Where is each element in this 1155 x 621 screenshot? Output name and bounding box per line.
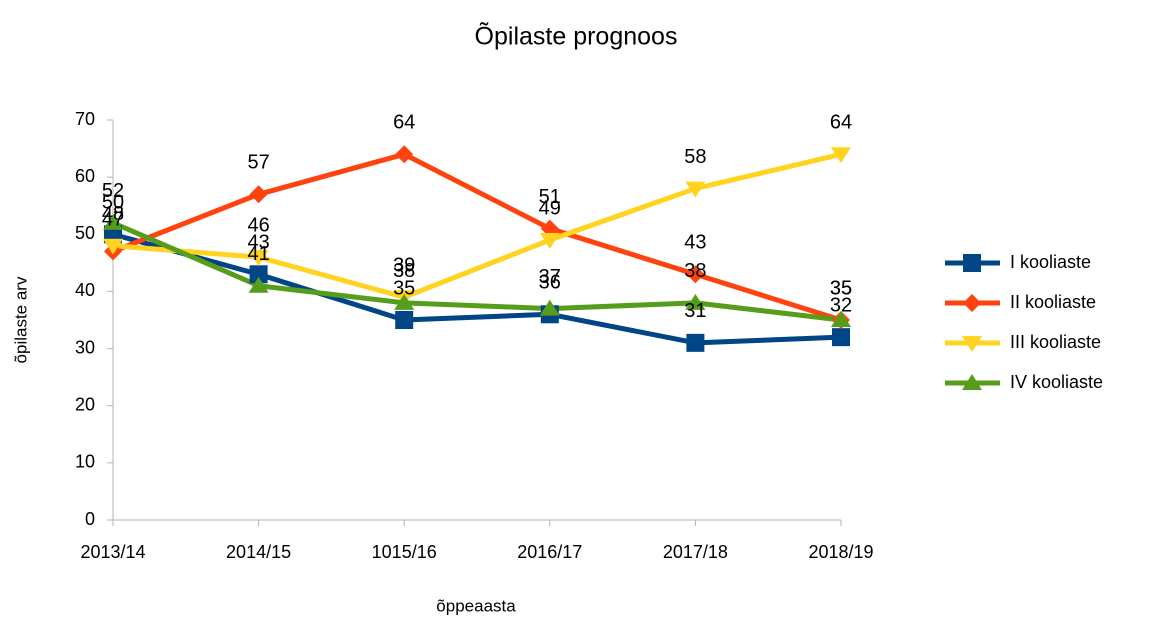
data-label: 50 (102, 192, 124, 214)
y-tick-label: 30 (75, 337, 95, 357)
data-label: 48 (102, 203, 124, 225)
point-marker (686, 333, 705, 352)
x-axis-label: õppeaasta (436, 596, 516, 615)
series-line (112, 151, 842, 323)
data-label: 58 (684, 146, 706, 168)
y-tick-label: 60 (75, 166, 95, 186)
x-tick-label: 2018/19 (808, 542, 873, 562)
data-label: 52 (102, 180, 124, 202)
y-tick-label: 70 (75, 109, 95, 129)
y-tick-label: 40 (75, 280, 95, 300)
x-tick-label: 2013/14 (80, 542, 145, 562)
data-label: 39 (393, 254, 415, 276)
y-tick-label: 20 (75, 394, 95, 414)
point-marker (685, 293, 706, 310)
data-label: 46 (247, 214, 269, 236)
point-marker (395, 311, 414, 329)
x-tick-label: 2017/18 (663, 542, 728, 562)
y-axis-label: õpilaste arv (11, 276, 30, 363)
y-tick-label: 50 (75, 223, 95, 243)
point-marker (686, 265, 705, 284)
data-label: 31 (684, 300, 706, 322)
y-tick-label: 0 (85, 509, 95, 529)
legend-label: I kooliaste (1010, 252, 1091, 272)
chart-title: Õpilaste prognoos (475, 22, 678, 51)
point-marker (685, 181, 706, 198)
data-label: 35 (830, 277, 852, 299)
data-label: 35 (830, 277, 852, 299)
point-marker (248, 276, 269, 293)
data-label: 51 (539, 186, 561, 208)
point-marker (831, 311, 851, 327)
point-marker (249, 185, 268, 204)
point-marker (103, 238, 123, 255)
data-label: 37 (539, 266, 561, 288)
series-line (112, 231, 842, 346)
point-marker (249, 265, 268, 284)
legend-label: IV kooliaste (1010, 372, 1103, 392)
series-line (112, 220, 842, 323)
data-label: 47 (102, 209, 124, 231)
x-tick-label: 2016/17 (517, 542, 582, 562)
data-label: 36 (539, 272, 561, 294)
data-label: 35 (393, 277, 415, 299)
point-marker (539, 233, 560, 249)
x-tick-label: 2014/15 (226, 542, 291, 562)
data-label: 32 (830, 294, 852, 316)
data-label: 43 (684, 232, 706, 254)
x-tick-label: 1015/16 (372, 542, 437, 562)
data-label: 41 (247, 243, 269, 265)
legend-label: III kooliaste (1010, 332, 1101, 352)
legend-marker (962, 336, 982, 352)
legend-marker (963, 254, 981, 272)
data-label: 38 (393, 260, 415, 282)
data-label: 64 (393, 112, 415, 134)
data-label: 64 (830, 112, 852, 134)
data-label: 38 (684, 260, 706, 282)
y-tick-label: 10 (75, 452, 95, 472)
point-marker (831, 147, 851, 164)
data-label: 43 (247, 232, 269, 254)
legend-label: II kooliaste (1010, 292, 1096, 312)
point-marker (539, 299, 560, 316)
data-label: 57 (247, 152, 269, 174)
data-label: 49 (539, 197, 561, 219)
point-marker (248, 250, 269, 267)
point-marker (394, 293, 415, 310)
point-marker (395, 145, 414, 164)
series-line (112, 151, 842, 300)
legend-marker (963, 294, 981, 312)
point-marker (103, 213, 123, 230)
point-marker (832, 328, 850, 347)
legend-marker (962, 374, 982, 390)
